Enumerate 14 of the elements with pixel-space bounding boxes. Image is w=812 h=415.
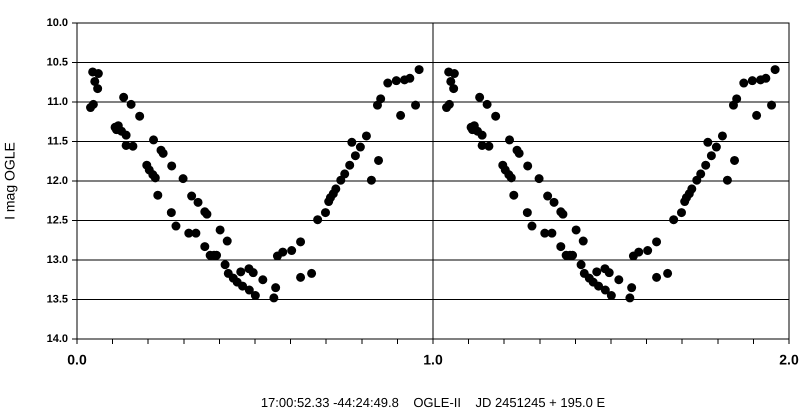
y-tick-label: 11.5 (47, 136, 68, 148)
y-tick-label: 14.0 (46, 333, 68, 346)
y-tick-label: 10.5 (46, 56, 68, 69)
x-tick-label: 2.0 (779, 351, 799, 368)
y-tick-label: 10.0 (46, 17, 68, 30)
y-tick-label: 12.0 (46, 175, 68, 188)
x-axis-title: 17:00:52.33 -44:24:49.8 OGLE-II JD 2451245 + 195.0 E (260, 394, 606, 410)
y-tick-label: 11.0 (47, 96, 68, 108)
x-tick-label: 1.0 (423, 351, 443, 368)
y-axis-title: I mag OGLE (1, 142, 18, 220)
x-tick-label: 0.0 (67, 351, 87, 368)
y-tick-label: 13.5 (46, 294, 68, 306)
y-tick-label: 12.5 (46, 214, 68, 227)
y-tick-label: 13.0 (46, 254, 68, 266)
